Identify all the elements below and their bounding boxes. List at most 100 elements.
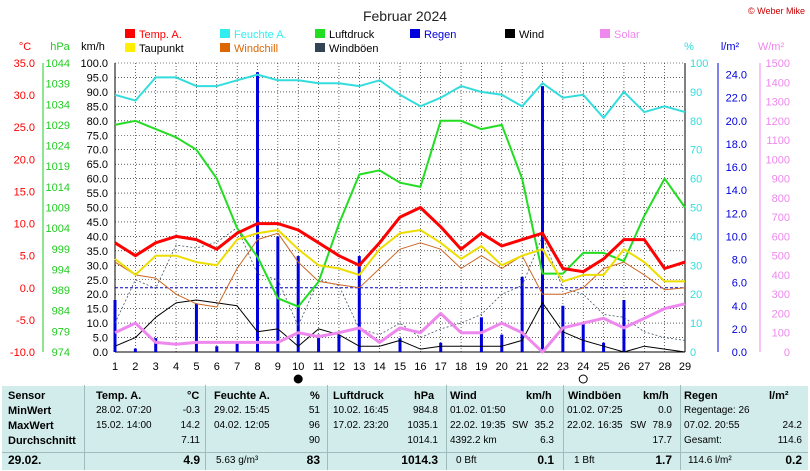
- header-humidity: Feuchte A.: [214, 390, 270, 402]
- tick-wind: 55.0: [87, 188, 108, 200]
- tick-wind: 70.0: [87, 145, 108, 157]
- tick-rain: 22.0: [726, 93, 747, 105]
- tick-solar: 500: [772, 251, 790, 263]
- tick-solar: 700: [772, 212, 790, 224]
- rain-bar: [622, 299, 626, 352]
- tick-temp: 15.0: [14, 186, 35, 198]
- tick-day: 16: [414, 361, 426, 373]
- tick-humidity: 50: [690, 203, 702, 215]
- rain-bar: [337, 334, 341, 352]
- rain-today: 0.2: [785, 453, 802, 467]
- tick-temp: 10.0: [14, 219, 35, 231]
- rain-max-time: 07.02. 20:55: [684, 420, 740, 431]
- tick-solar: 600: [772, 231, 790, 243]
- rain-bar: [398, 338, 402, 352]
- legend-swatch-1: [220, 29, 230, 38]
- humidity-min-time: 29.02. 15:45: [214, 405, 270, 416]
- tick-day: 29: [679, 361, 691, 373]
- legend-swatch-0: [125, 29, 135, 38]
- gust-max: 78.9: [652, 420, 672, 431]
- rain-bar: [317, 334, 321, 352]
- row-label-today: 29.02.: [8, 453, 42, 467]
- unit-wind: km/h: [81, 41, 105, 53]
- tick-pressure: 1029: [46, 120, 70, 132]
- stats-table: Sensor Temp. A. °C Feuchte A. % Luftdruc…: [2, 385, 808, 470]
- tick-rain: 6.0: [732, 278, 747, 290]
- tick-pressure: 1004: [46, 223, 70, 235]
- tick-wind: 30.0: [87, 260, 108, 272]
- wind-min: 0.0: [540, 405, 554, 416]
- tick-pressure: 984: [52, 306, 70, 318]
- legend-swatch-2: [315, 29, 325, 38]
- tick-rain: 10.0: [726, 231, 747, 243]
- tick-day: 4: [173, 361, 179, 373]
- rain-bar: [602, 342, 606, 352]
- tick-wind: 100.0: [80, 58, 108, 70]
- rain-bar: [357, 256, 361, 352]
- series-line-luftdruck: [114, 119, 686, 308]
- rain-total-label: Gesamt:: [684, 435, 722, 446]
- tick-wind: 5.0: [93, 333, 108, 345]
- tick-day: 3: [153, 361, 159, 373]
- series-line-taupunkt: [114, 229, 685, 283]
- tick-rain: 16.0: [726, 162, 747, 174]
- header-rain-unit: l/m²: [769, 390, 789, 402]
- rain-bar: [296, 256, 300, 352]
- row-label-min: MinWert: [8, 405, 52, 417]
- legend-swatch-4: [505, 29, 515, 38]
- legend-swatch-5: [600, 29, 610, 38]
- tick-humidity: 10: [690, 318, 702, 330]
- legend-label-4: Wind: [519, 29, 544, 41]
- tick-humidity: 0: [690, 347, 696, 359]
- rain-bar: [520, 276, 524, 352]
- tick-day: 6: [214, 361, 220, 373]
- rain-bar: [479, 317, 483, 352]
- header-sensor: Sensor: [8, 390, 46, 402]
- humidity-today: 83: [306, 453, 320, 467]
- tick-pressure: 974: [52, 347, 70, 359]
- tick-humidity: 60: [690, 174, 702, 186]
- rain-bar: [235, 342, 239, 352]
- rain-bar: [581, 323, 585, 352]
- tick-day: 28: [659, 361, 671, 373]
- rain-bar: [541, 86, 544, 353]
- tick-wind: 15.0: [87, 304, 108, 316]
- tick-wind: 25.0: [87, 275, 108, 287]
- tick-solar: 300: [772, 289, 790, 301]
- tick-day: 27: [638, 361, 650, 373]
- rain-max: 24.2: [782, 420, 802, 431]
- tick-temp: 35.0: [14, 58, 35, 70]
- tick-solar: 1000: [766, 154, 790, 166]
- rain-bar: [194, 303, 198, 352]
- pressure-max-time: 17.02. 23:20: [333, 420, 389, 431]
- rain-bar: [133, 348, 137, 352]
- tick-humidity: 70: [690, 145, 702, 157]
- legend-label-2: Luftdruck: [329, 29, 375, 41]
- legend-swatch-6: [125, 43, 135, 52]
- tick-day: 11: [313, 361, 324, 373]
- legend-label-3: Regen: [424, 29, 456, 41]
- series-line-temp-a-: [114, 206, 686, 274]
- legend-label-7: Windchill: [234, 43, 278, 55]
- series-line-windchill: [114, 232, 686, 308]
- unit-humidity: %: [684, 41, 694, 53]
- gust-max-dir: SW: [630, 420, 647, 431]
- tick-solar: 1200: [766, 116, 790, 128]
- wind-avg: 6.3: [540, 435, 554, 446]
- tick-pressure: 989: [52, 285, 70, 297]
- legend-swatch-7: [220, 43, 230, 52]
- tick-pressure: 1039: [46, 79, 70, 91]
- unit-solar: W/m²: [758, 41, 785, 53]
- tick-day: 20: [496, 361, 508, 373]
- tick-pressure: 1009: [46, 203, 70, 215]
- wind-distance: 4392.2 km: [450, 435, 497, 446]
- tick-solar: 1100: [766, 135, 790, 147]
- tick-pressure: 1024: [46, 141, 70, 153]
- tick-solar: 100: [772, 328, 790, 340]
- tick-solar: 1400: [766, 77, 790, 89]
- temp-today: 4.9: [183, 453, 200, 467]
- humidity-absolute: 5.63 g/m³: [216, 455, 259, 466]
- temp-avg: 7.11: [181, 435, 200, 446]
- humidity-avg: 90: [308, 435, 320, 446]
- legend-label-8: Windböen: [329, 43, 379, 55]
